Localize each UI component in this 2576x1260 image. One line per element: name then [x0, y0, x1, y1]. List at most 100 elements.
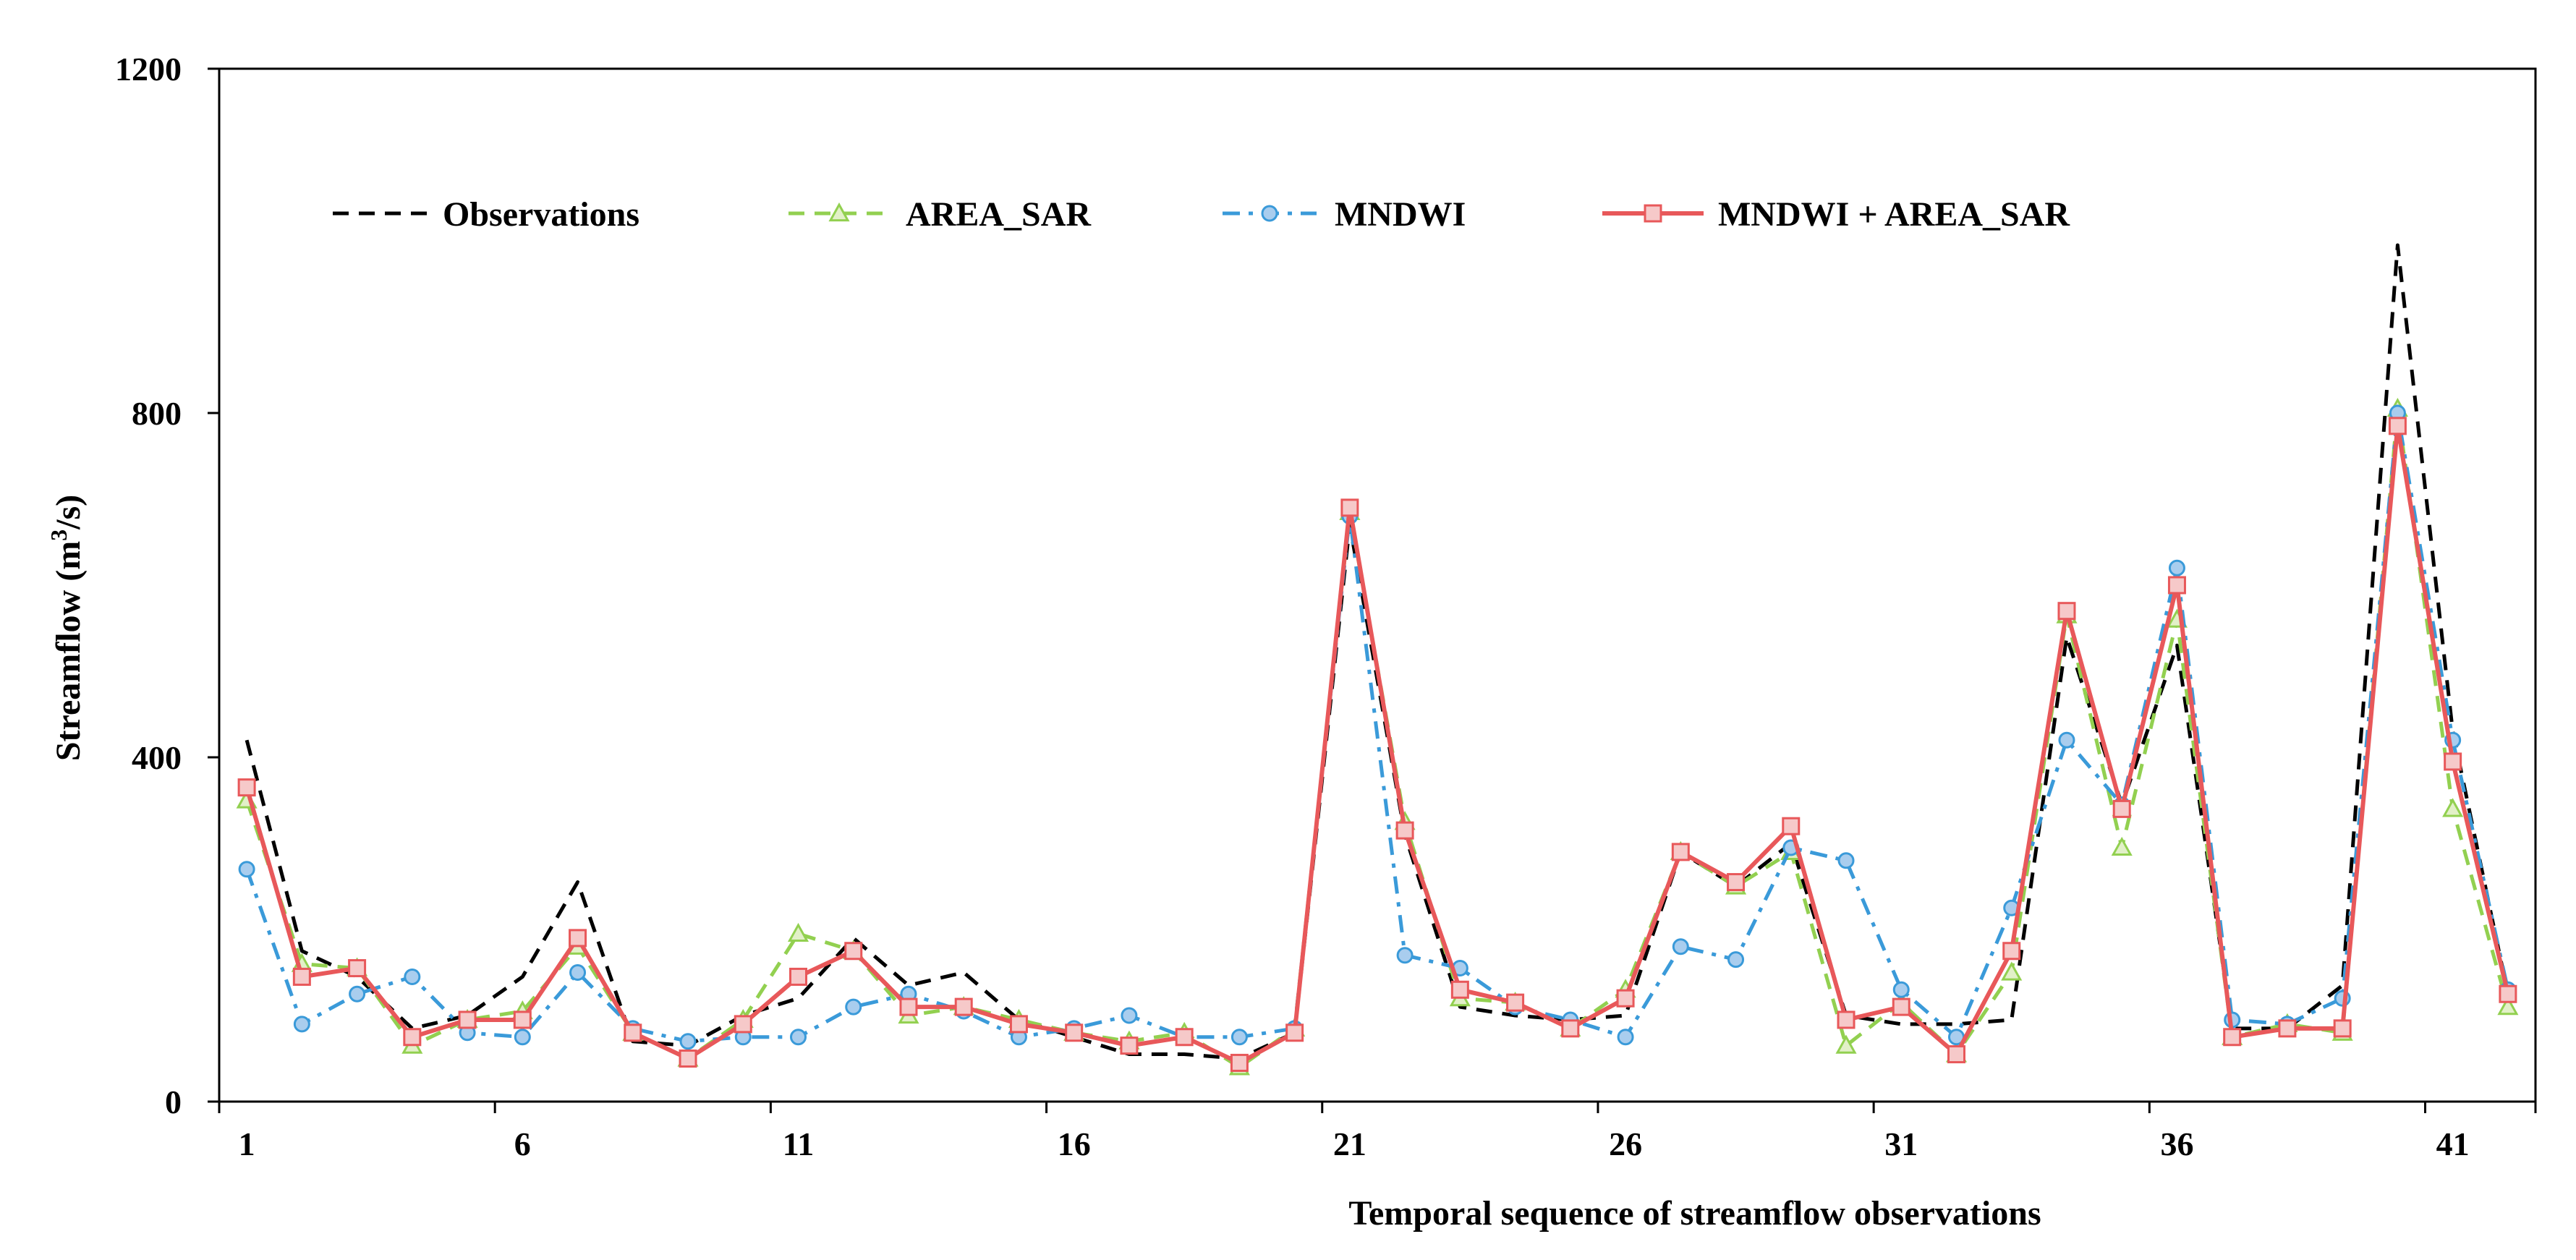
data-point-mndwi-area-sar [237, 778, 256, 797]
data-point-mndwi-area-sar [458, 1010, 477, 1029]
data-point-mndwi-area-sar [2499, 984, 2517, 1003]
data-point-mndwi-area-sar [789, 967, 807, 986]
legend: Observations AREA_SAR MNDWI MNDWI + AREA_SA… [333, 195, 2070, 234]
data-point-mndwi [514, 1029, 531, 1046]
legend-label: AREA_SAR [906, 195, 1092, 234]
legend-label: MNDWI [1335, 195, 1466, 234]
y-axis-title-suffix: /s) [49, 495, 88, 530]
data-point-mndwi-area-sar [1616, 989, 1635, 1008]
data-point-area-sar [1835, 1034, 1857, 1054]
data-point-area-sar [2111, 836, 2133, 856]
data-point-mndwi-area-sar [1892, 997, 1910, 1016]
x-tick-label: 36 [2160, 1125, 2193, 1162]
data-point-mndwi [1121, 1007, 1138, 1024]
x-axis-title: Temporal sequence of streamflow observat… [1348, 1194, 2041, 1233]
series-mndwi-area-sar [237, 417, 2517, 1072]
data-point-mndwi [790, 1029, 807, 1046]
data-point-mndwi [1672, 938, 1689, 955]
data-point-mndwi-area-sar [1947, 1045, 1965, 1064]
data-point-mndwi [1396, 947, 1414, 964]
data-point-mndwi-area-sar [1230, 1053, 1249, 1072]
data-point-area-sar [2442, 798, 2464, 817]
data-point-mndwi-area-sar [2333, 1019, 2352, 1038]
y-axis-title: Streamflow (m3/s) [46, 495, 88, 761]
data-point-area-sar [2497, 996, 2519, 1016]
data-point-mndwi-area-sar [348, 959, 367, 978]
data-point-mndwi-area-sar [569, 929, 587, 948]
data-point-mndwi-area-sar [2057, 602, 2076, 621]
data-point-mndwi [1617, 1029, 1634, 1046]
data-point-mndwi-area-sar [1120, 1036, 1139, 1055]
data-point-mndwi-area-sar [1727, 873, 1746, 892]
legend-item-mndwi-area-sar: MNDWI + AREA_SAR [1602, 195, 2070, 234]
x-tick-label: 6 [514, 1125, 531, 1162]
data-point-mndwi [679, 1033, 697, 1050]
series-line-mndwi-area-sar [245, 423, 2510, 1065]
data-point-mndwi [1837, 852, 1855, 869]
data-point-mndwi-area-sar [679, 1050, 697, 1068]
data-point-mndwi-area-sar [2388, 417, 2407, 435]
data-point-mndwi [1727, 951, 1745, 969]
y-tick-label: 1200 [115, 51, 182, 88]
data-point-mndwi [2058, 731, 2075, 749]
x-tick-label: 41 [2436, 1125, 2470, 1162]
x-tick-label: 11 [783, 1125, 814, 1162]
data-point-mndwi-area-sar [1065, 1023, 1084, 1042]
data-point-area-sar [787, 922, 809, 942]
data-point-mndwi-area-sar [2112, 799, 2131, 818]
data-point-mndwi-area-sar [2444, 752, 2462, 771]
data-point-mndwi-area-sar [1285, 1023, 1304, 1042]
data-point-mndwi-area-sar [954, 997, 973, 1016]
data-point-mndwi-area-sar [1561, 1019, 1580, 1038]
data-point-mndwi-area-sar [1340, 498, 1359, 517]
legend-label: Observations [443, 195, 639, 234]
data-point-mndwi-area-sar [2278, 1019, 2297, 1038]
legend-item-observations: Observations [333, 195, 639, 234]
data-point-mndwi-area-sar [1782, 817, 1801, 835]
data-point-mndwi-area-sar [624, 1023, 642, 1042]
legend-item-mndwi: MNDWI [1223, 195, 1466, 234]
data-point-mndwi-area-sar [403, 1028, 422, 1047]
legend-marker [1644, 204, 1662, 223]
data-point-mndwi-area-sar [1395, 821, 1414, 840]
data-point-mndwi [404, 968, 421, 985]
plot-frame [218, 67, 2537, 1103]
legend-label: MNDWI + AREA_SAR [1718, 195, 2070, 234]
y-axis-title-prefix: Streamflow (m [49, 541, 88, 761]
x-tick-label: 16 [1058, 1125, 1091, 1162]
x-tick-label: 26 [1609, 1125, 1642, 1162]
data-point-mndwi-area-sar [513, 1010, 532, 1029]
data-point-mndwi [1892, 981, 1910, 998]
data-point-mndwi-area-sar [1009, 1015, 1028, 1034]
data-point-mndwi-area-sar [1175, 1028, 1194, 1047]
series-layer [236, 243, 2519, 1076]
x-tick-label: 31 [1884, 1125, 1918, 1162]
data-point-mndwi [238, 861, 255, 878]
data-point-mndwi-area-sar [292, 967, 311, 986]
legend-marker [828, 202, 850, 222]
data-point-mndwi-area-sar [1837, 1010, 1856, 1029]
data-point-mndwi-area-sar [1506, 993, 1525, 1012]
data-point-mndwi [2168, 559, 2185, 576]
data-point-mndwi [349, 985, 366, 1003]
data-point-mndwi-area-sar [899, 997, 918, 1016]
legend-item-area-sar: AREA_SAR [788, 195, 1092, 234]
y-tick-label: 0 [165, 1084, 182, 1120]
y-tick-label: 400 [132, 739, 182, 776]
data-point-mndwi-area-sar [734, 1015, 752, 1034]
data-point-mndwi-area-sar [844, 942, 863, 961]
data-point-mndwi [845, 998, 862, 1016]
data-point-mndwi-area-sar [1450, 980, 1469, 999]
data-point-mndwi-area-sar [1671, 843, 1690, 861]
legend-marker [1261, 205, 1278, 222]
data-point-mndwi-area-sar [2167, 576, 2186, 595]
data-point-mndwi [293, 1016, 310, 1033]
data-point-mndwi-area-sar [2223, 1028, 2242, 1047]
y-tick-label: 800 [132, 395, 182, 432]
x-tick-label: 21 [1333, 1125, 1366, 1162]
x-tick-label: 1 [239, 1125, 255, 1162]
data-point-mndwi [1230, 1029, 1248, 1046]
data-point-mndwi [569, 964, 587, 981]
